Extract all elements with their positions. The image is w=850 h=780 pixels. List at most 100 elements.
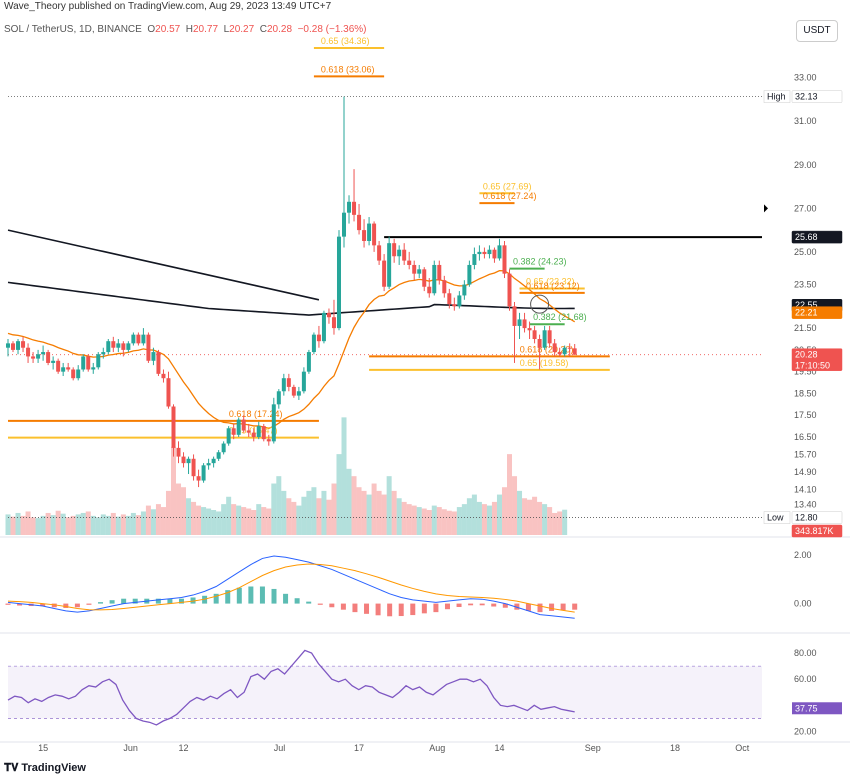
volume-bar (441, 509, 447, 535)
candle-body (377, 245, 382, 261)
candle-body (427, 286, 432, 294)
candle-body (402, 249, 407, 261)
candle-body (116, 343, 121, 348)
candle-body (181, 456, 186, 464)
candle-body (316, 334, 321, 342)
candle-body (136, 334, 141, 344)
footer-brand[interactable]: 𝐓𝐕 TradingView (4, 762, 86, 775)
volume-bar (346, 468, 352, 535)
volume-bar (281, 490, 287, 535)
candle-body (296, 391, 301, 396)
volume-bar (226, 496, 232, 535)
candle-body (557, 352, 562, 355)
open-value: 20.57 (155, 24, 181, 35)
date-tick-label: Aug (429, 743, 445, 753)
candle-body (121, 343, 126, 350)
volume-bar (356, 487, 362, 535)
macd-histogram-bar (317, 603, 323, 605)
macd-histogram-bar (433, 603, 439, 613)
candle-body (186, 458, 191, 464)
candle-body (61, 367, 66, 372)
date-tick-label: Oct (735, 743, 750, 753)
volume-bar (216, 511, 222, 535)
candle-body (457, 295, 462, 307)
candle-body (301, 371, 306, 392)
price-badge-value: 20.28 (795, 350, 818, 360)
volume-bar (507, 454, 512, 535)
candle-body (16, 341, 21, 350)
volume-bar (552, 512, 558, 535)
volume-bar (261, 507, 267, 535)
volume-bar (100, 514, 106, 535)
badge-label-box (763, 90, 791, 103)
price-badge-value: 22.21 (795, 308, 818, 318)
price-tick-label: 17.50 (794, 410, 817, 420)
candle-body (226, 428, 231, 444)
candle-body (572, 348, 577, 355)
volume-bar (466, 498, 472, 535)
candle-body (91, 367, 96, 370)
candle-body (452, 304, 457, 307)
macd-histogram-bar (410, 603, 416, 616)
volume-bar (451, 511, 457, 535)
candle-body (352, 201, 357, 215)
candle-body (532, 330, 537, 339)
volume-bar (476, 501, 482, 535)
symbol-name[interactable]: SOL / TetherUS, 1D, BINANCE (4, 24, 142, 35)
fib-level-label: 0.618 (23.12) (526, 281, 580, 291)
price-badge-value: 12.80 (795, 513, 818, 523)
open-label: O (147, 24, 156, 35)
volume-bar (371, 483, 377, 535)
candle-body (201, 465, 206, 481)
candle-body (482, 251, 487, 255)
volume-bar (366, 494, 372, 535)
volume-bar (311, 487, 317, 535)
candle-body (542, 330, 547, 348)
volume-bar (266, 508, 272, 535)
volume-bar (35, 518, 41, 535)
macd-histogram-bar (5, 603, 11, 605)
price-badge-label: High (767, 92, 786, 102)
price-tick-label: 23.50 (794, 280, 817, 290)
candle-body (407, 260, 412, 265)
price-tick-label: 14.90 (794, 467, 817, 477)
macd-histogram-bar (283, 593, 289, 604)
volume-bar (306, 490, 312, 535)
badge-label-box (763, 511, 791, 524)
volume-bar (286, 498, 292, 535)
volume-bar (155, 504, 161, 535)
candle-body (56, 360, 61, 372)
volume-bar (206, 508, 212, 535)
price-tick-label: 13.40 (794, 500, 817, 510)
price-badge-value: 25.68 (795, 232, 818, 242)
macd-histogram-bar (51, 603, 57, 608)
candle-body (291, 386, 296, 396)
date-tick-label: Jul (274, 743, 286, 753)
candle-body (171, 406, 176, 448)
volume-bar (376, 490, 382, 535)
low-label: L (223, 24, 230, 35)
ohlc-legend: SOL / TetherUS, 1D, BINANCE O20.57 H20.7… (4, 24, 367, 35)
candle-body (96, 354, 101, 368)
macd-histogram-bar (86, 603, 92, 605)
fib-level-label: 0.618 (17.24) (229, 409, 283, 419)
currency-button[interactable]: USDT (796, 20, 838, 42)
volume-bar (276, 476, 282, 535)
volume-bar (135, 515, 141, 535)
candle-body (261, 426, 266, 440)
candle-body (251, 432, 256, 437)
macd-histogram-bar (491, 603, 497, 607)
volume-bar (522, 498, 528, 535)
price-badge (791, 230, 843, 244)
sma-line-second (7, 281, 575, 316)
volume-bar (110, 512, 116, 535)
price-badge-value: 22.55 (795, 300, 818, 310)
rsi-tick-label: 60.00 (794, 674, 817, 684)
volume-bar (90, 515, 96, 535)
candle-body (276, 391, 281, 405)
volume-bar (421, 508, 427, 535)
candle-body (477, 251, 482, 255)
volume-bar (416, 507, 422, 535)
volume-bar (361, 490, 367, 535)
